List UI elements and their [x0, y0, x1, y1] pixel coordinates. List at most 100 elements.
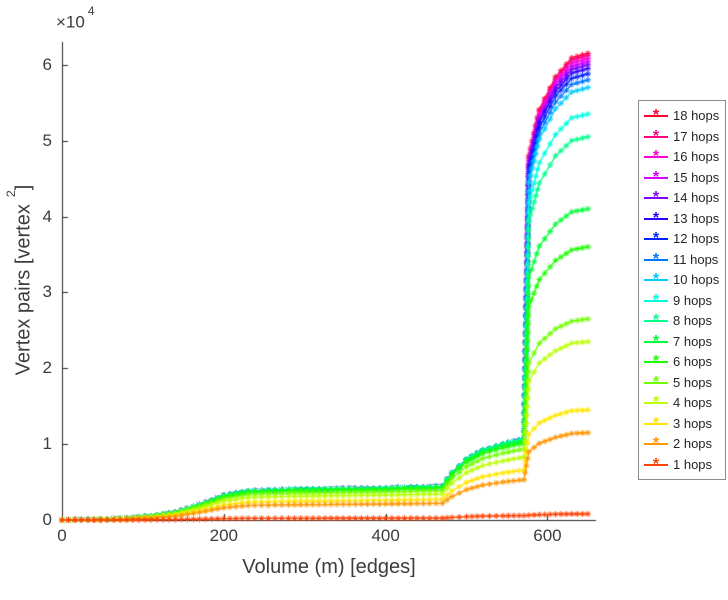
legend-line — [644, 463, 668, 466]
legend-line — [644, 402, 668, 405]
y-tick-label: 2 — [42, 358, 52, 378]
legend-item: * 13 hops — [643, 209, 721, 228]
legend-line-marker-icon: * — [643, 373, 669, 391]
legend-label: 6 hops — [673, 354, 713, 370]
legend-line — [644, 217, 668, 220]
legend-item: * 3 hops — [643, 414, 721, 433]
asterisk-marker-icon: * — [652, 189, 660, 207]
legend-line-marker-icon: * — [643, 353, 669, 371]
legend-label: 4 hops — [673, 395, 713, 411]
y-axis-exponent-sup: 4 — [87, 4, 95, 19]
legend-label: 2 hops — [673, 436, 713, 452]
asterisk-marker-icon: * — [652, 291, 660, 309]
legend-item: * 12 hops — [643, 229, 721, 248]
asterisk-marker-icon: * — [652, 250, 660, 268]
legend-item: * 18 hops — [643, 106, 721, 125]
asterisk-marker-icon: * — [652, 127, 660, 145]
legend-line — [644, 443, 668, 446]
legend-item: * 9 hops — [643, 291, 721, 310]
legend-line-marker-icon: * — [643, 168, 669, 186]
legend-label: 9 hops — [673, 292, 713, 308]
legend-item: * 4 hops — [643, 393, 721, 412]
legend-line-marker-icon: * — [643, 250, 669, 268]
legend-label: 17 hops — [673, 128, 720, 144]
y-tick-label: 0 — [42, 510, 52, 529]
y-tick-label: 4 — [42, 206, 52, 226]
x-tick-label: 600 — [533, 526, 562, 545]
legend-item: * 6 hops — [643, 352, 721, 371]
legend-line-marker-icon: * — [643, 455, 669, 473]
legend-line — [644, 115, 668, 117]
legend-line-marker-icon: * — [643, 312, 669, 330]
legend-line — [644, 238, 668, 241]
asterisk-marker-icon: * — [652, 414, 660, 432]
asterisk-marker-icon: * — [652, 373, 660, 391]
legend-item: * 10 hops — [643, 270, 721, 289]
legend-label: 3 hops — [673, 415, 713, 431]
y-tick-label: 6 — [42, 54, 52, 74]
asterisk-marker-icon: * — [652, 168, 660, 186]
legend-line — [644, 176, 668, 179]
asterisk-marker-icon: * — [652, 353, 660, 371]
asterisk-marker-icon: * — [652, 312, 660, 330]
legend-line-marker-icon: * — [643, 107, 669, 124]
legend-label: 5 hops — [673, 374, 713, 390]
legend-item: * 15 hops — [643, 168, 721, 187]
legend-label: 1 hops — [673, 456, 713, 472]
legend-item: * 5 hops — [643, 373, 721, 392]
legend-item: * 11 hops — [643, 250, 721, 269]
asterisk-marker-icon: * — [652, 209, 660, 227]
legend-line-marker-icon: * — [643, 291, 669, 309]
x-tick-label: 0 — [57, 526, 67, 545]
legend-label: 10 hops — [673, 272, 720, 288]
legend-line — [644, 340, 668, 343]
legend-label: 15 hops — [673, 169, 720, 185]
legend-label: 16 hops — [673, 149, 720, 165]
legend: * 18 hops * 17 hops * 16 hops * 15 hops * 14 hops… — [638, 100, 726, 480]
legend-label: 14 hops — [673, 190, 720, 206]
asterisk-marker-icon: * — [652, 271, 660, 289]
legend-line-marker-icon: * — [643, 230, 669, 248]
asterisk-marker-icon: * — [652, 332, 660, 350]
asterisk-marker-icon: * — [652, 435, 660, 453]
y-tick-label: 5 — [42, 130, 52, 150]
asterisk-marker-icon: * — [652, 230, 660, 248]
legend-line — [644, 381, 668, 384]
legend-line-marker-icon: * — [643, 332, 669, 350]
legend-line-marker-icon: * — [643, 209, 669, 227]
legend-label: 8 hops — [673, 313, 713, 329]
legend-item: * 14 hops — [643, 188, 721, 207]
legend-line — [644, 258, 668, 261]
legend-line-marker-icon: * — [643, 414, 669, 432]
legend-line-marker-icon: * — [643, 271, 669, 289]
asterisk-marker-icon: * — [652, 394, 660, 412]
legend-item: * 7 hops — [643, 332, 721, 351]
legend-line-marker-icon: * — [643, 435, 669, 453]
x-axis-label: Volume (m) [edges] — [242, 556, 416, 578]
legend-line — [644, 197, 668, 200]
legend-label: 12 hops — [673, 231, 720, 247]
legend-line-marker-icon: * — [643, 394, 669, 412]
legend-line-marker-icon: * — [643, 189, 669, 207]
legend-item: * 16 hops — [643, 147, 721, 166]
legend-item: * 17 hops — [643, 127, 721, 146]
y-tick-label: 3 — [42, 282, 52, 302]
y-tick-label: 1 — [42, 434, 52, 454]
legend-line-marker-icon: * — [643, 148, 669, 166]
y-axis-exponent-label: ×104 — [56, 4, 94, 33]
asterisk-marker-icon: * — [652, 148, 660, 166]
legend-label: 13 hops — [673, 210, 720, 226]
legend-line — [644, 320, 668, 323]
asterisk-marker-icon: * — [652, 107, 660, 124]
legend-line-marker-icon: * — [643, 127, 669, 145]
legend-line — [644, 361, 668, 364]
legend-line — [644, 422, 668, 425]
legend-line — [644, 135, 668, 138]
legend-label: 7 hops — [673, 333, 713, 349]
legend-label: 11 hops — [673, 251, 719, 267]
asterisk-marker-icon: * — [652, 455, 660, 473]
x-tick-label: 200 — [209, 526, 238, 545]
legend-item: * 1 hops — [643, 455, 721, 474]
